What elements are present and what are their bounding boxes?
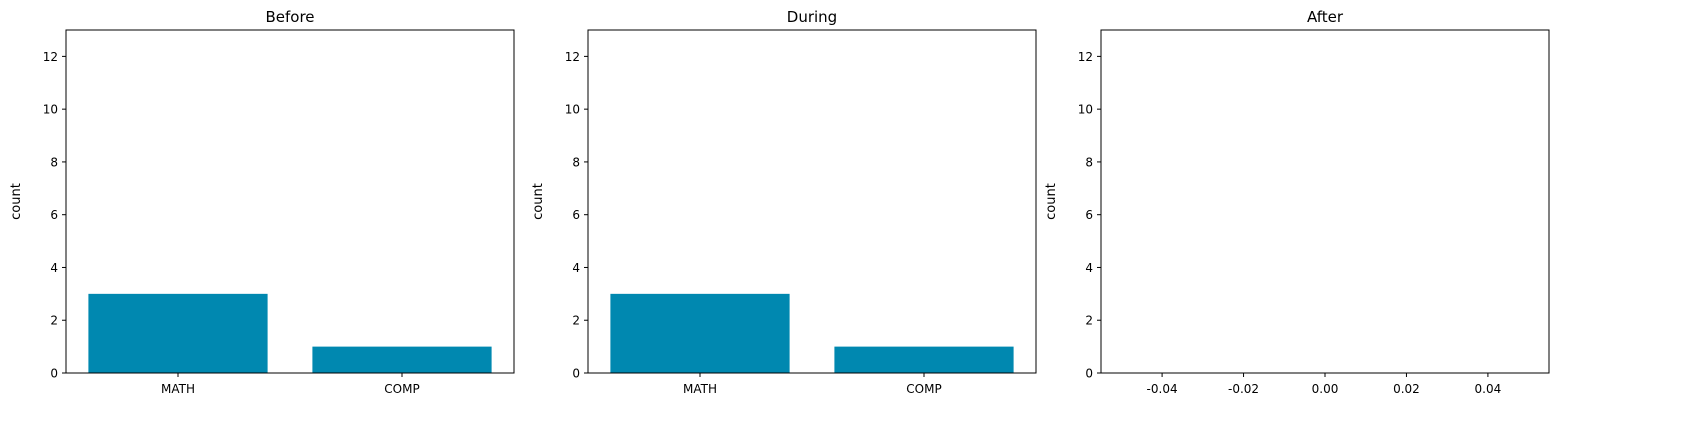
x-tick-label: COMP (384, 382, 419, 396)
y-tick-label: 6 (50, 208, 58, 222)
y-tick-label: 10 (43, 103, 58, 117)
y-axis-label: count (531, 183, 546, 220)
y-tick-label: 8 (50, 155, 58, 169)
x-tick-label: 0.02 (1393, 382, 1420, 396)
y-tick-label: 10 (565, 103, 580, 117)
plot-frame (1100, 29, 1550, 374)
y-tick-label: 12 (565, 50, 580, 64)
y-tick-label: 2 (50, 314, 58, 328)
bar (610, 293, 790, 373)
y-axis-label: count (1044, 183, 1059, 220)
y-tick-label: 8 (572, 155, 580, 169)
y-tick-label: 6 (572, 208, 580, 222)
x-tick-label: 0.04 (1475, 382, 1502, 396)
x-tick-label: MATH (161, 382, 195, 396)
x-tick-label: 0.00 (1312, 382, 1339, 396)
bar (312, 346, 492, 373)
y-tick-label: 12 (1078, 50, 1093, 64)
x-tick-label: -0.02 (1228, 382, 1259, 396)
y-tick-label: 10 (1078, 103, 1093, 117)
y-tick-label: 2 (572, 314, 580, 328)
chart-title: During (787, 8, 837, 26)
bar (834, 346, 1014, 373)
y-tick-label: 4 (1085, 261, 1093, 275)
plot-frame (587, 29, 1037, 374)
y-axis-label: count (9, 183, 24, 220)
y-tick-label: 4 (572, 261, 580, 275)
bar (88, 293, 268, 373)
x-tick-label: MATH (683, 382, 717, 396)
plot-frame (65, 29, 515, 374)
y-tick-label: 4 (50, 261, 58, 275)
x-tick-label: COMP (906, 382, 941, 396)
chart-title: After (1307, 8, 1344, 26)
y-tick-label: 12 (43, 50, 58, 64)
x-tick-label: -0.04 (1147, 382, 1178, 396)
y-tick-label: 0 (50, 367, 58, 381)
y-tick-label: 0 (1085, 367, 1093, 381)
y-tick-label: 0 (572, 367, 580, 381)
y-tick-label: 2 (1085, 314, 1093, 328)
chart-title: Before (265, 8, 314, 26)
y-tick-label: 8 (1085, 155, 1093, 169)
y-tick-label: 6 (1085, 208, 1093, 222)
